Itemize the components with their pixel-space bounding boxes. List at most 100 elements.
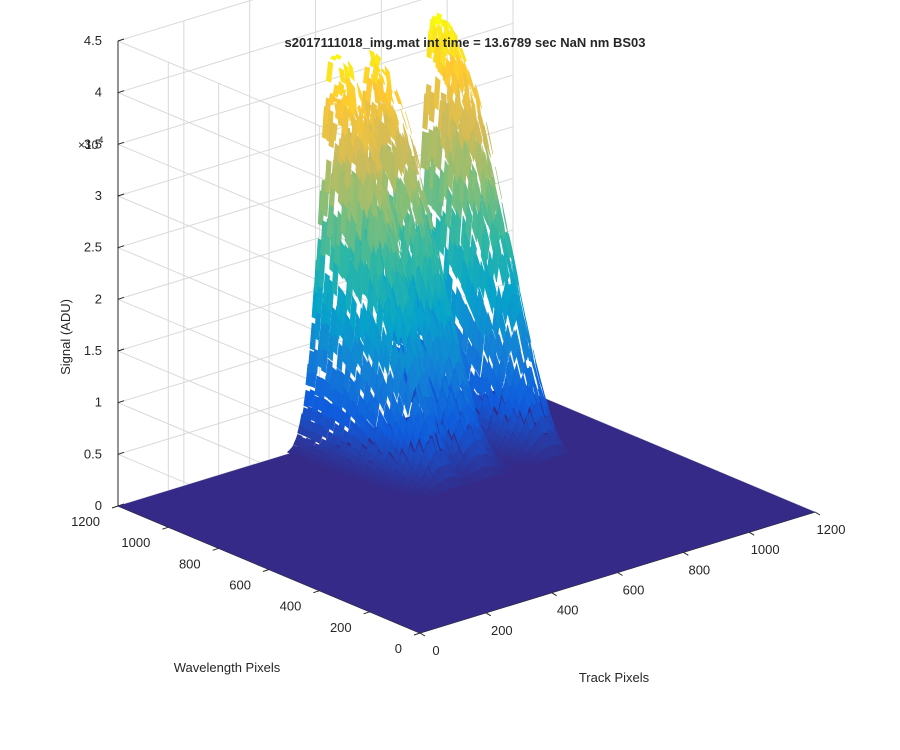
y-axis-title: Wavelength Pixels <box>174 660 281 675</box>
z-tick-label: 0 <box>95 498 102 513</box>
surface-patch <box>396 394 404 421</box>
surface-patch <box>376 298 384 335</box>
surface-patch <box>360 462 368 471</box>
surface-patch <box>458 361 467 386</box>
surface-patch <box>486 396 494 417</box>
y-tick-mark <box>313 590 320 594</box>
x-tick-mark <box>814 511 821 516</box>
surface-patch <box>505 467 514 473</box>
x-tick-label: 600 <box>623 583 645 598</box>
surface-patch <box>510 260 518 292</box>
surface-patch <box>489 448 497 462</box>
surface-patch <box>374 323 382 358</box>
surface-patch <box>471 457 479 472</box>
surface-patch <box>459 47 467 63</box>
surface-patch <box>393 313 401 347</box>
surface-patch <box>392 447 401 464</box>
surface-patch <box>307 389 316 408</box>
surface-patch <box>405 167 413 203</box>
surface-patch <box>449 318 458 344</box>
surface-patch <box>528 447 536 459</box>
surface-patch <box>546 430 555 445</box>
z-tick-mark <box>117 503 125 507</box>
surface-patch <box>482 152 490 187</box>
surface-patch <box>534 454 543 464</box>
surface-patch <box>503 331 511 361</box>
surface-patch <box>434 299 442 328</box>
surface-patch <box>555 444 563 456</box>
surface-patch <box>441 336 449 364</box>
surface-patch <box>538 415 546 434</box>
surface-patch <box>530 457 539 466</box>
surface-patch <box>521 441 530 454</box>
surface-patch <box>491 245 499 283</box>
x-tick-mark <box>748 531 755 536</box>
y-tick-label: 0 <box>395 641 402 656</box>
x-tick-label: 800 <box>688 562 710 577</box>
x-tick-mark <box>617 572 623 576</box>
z-axis-title: Signal (ADU) <box>58 299 73 375</box>
surface-patch <box>432 396 440 421</box>
surface-patch <box>514 417 523 436</box>
surface-patch <box>485 454 493 467</box>
surface-patch <box>500 452 508 459</box>
surface-patch <box>417 462 425 477</box>
surface-patch <box>429 246 438 268</box>
surface-patch <box>371 63 380 85</box>
surface-patch <box>528 429 536 446</box>
z-tick-mark <box>117 90 125 94</box>
z-tick-mark <box>117 296 125 300</box>
x-tick-label: 1200 <box>817 522 846 537</box>
surface-patch <box>442 478 451 490</box>
surface-patch <box>387 306 395 342</box>
surface-patch <box>444 57 452 92</box>
surface-patch <box>356 336 364 370</box>
surface-patch <box>407 368 415 397</box>
surface-patch <box>465 387 473 409</box>
surface-patch <box>450 68 459 97</box>
surface-patch <box>488 193 497 223</box>
surface-patch <box>376 99 384 122</box>
surface-patch <box>435 135 443 172</box>
surface-patch <box>445 186 453 231</box>
surface-patch <box>504 231 512 259</box>
surface-patch <box>545 446 553 459</box>
surface-patch <box>552 432 561 446</box>
surface-patch <box>420 421 428 446</box>
surface-patch <box>349 294 357 332</box>
surface-patch <box>478 439 487 455</box>
surface-patch <box>411 361 419 390</box>
surface-patch <box>459 411 467 434</box>
surface-patch <box>504 428 512 443</box>
surface-patch <box>368 109 376 132</box>
surface-patch <box>389 114 398 142</box>
surface-patch <box>381 442 390 459</box>
surface-patch <box>373 470 381 479</box>
surface-patch <box>530 444 538 457</box>
x-tick-mark <box>485 612 492 617</box>
surface-patch <box>398 147 406 175</box>
surface-patch <box>385 79 393 108</box>
surface-patch <box>381 205 389 235</box>
z-tick-label: 4.5 <box>84 33 102 48</box>
x-tick-mark <box>551 592 557 597</box>
surface-patch <box>329 55 338 61</box>
surface-patch <box>520 336 528 363</box>
surface-patch <box>361 99 369 124</box>
surface-patch <box>415 466 423 480</box>
x-tick-label: 400 <box>557 603 579 618</box>
surface-patch <box>543 448 551 460</box>
surface <box>118 12 815 633</box>
y-tick-label: 800 <box>179 556 201 571</box>
surface-patch <box>484 132 492 158</box>
surface-patch <box>500 291 508 325</box>
z-tick-label: 0.5 <box>84 446 102 461</box>
surface-patch <box>413 145 422 170</box>
surface-patch <box>428 413 437 434</box>
surface-patch <box>452 58 461 80</box>
surface-patch <box>458 477 467 486</box>
surface-patch <box>393 91 402 105</box>
surface-patch <box>489 274 497 310</box>
surface-patch <box>536 436 544 452</box>
surface-patch <box>482 223 490 260</box>
